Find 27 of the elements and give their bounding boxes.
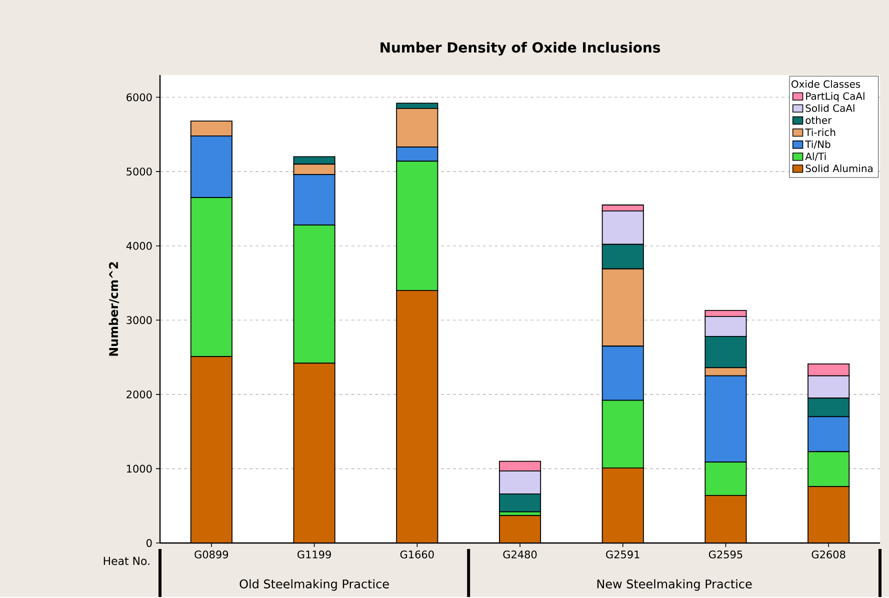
text: Old Steelmaking Practice [240,578,389,591]
y-tick-label: 2000 [126,390,152,398]
legend-label: PartLiq CaAl [806,92,864,102]
x-tick-label: G1660 [400,550,434,558]
y-tick-label: 1000 [127,464,152,472]
x-tick-label: G2608 [812,550,846,558]
text: Heat No. [104,556,150,565]
legend-label: other [806,116,832,124]
x-tick-label: G0899 [194,550,228,558]
legend-label: Al/Ti [805,152,826,161]
chart-title: Number Density of Oxide Inclusions [380,42,660,56]
y-tick-label: 5000 [126,167,152,176]
legend-label: Solid CaAl [806,104,854,112]
text: New Steelmaking Practice [597,578,752,591]
x-tick-label: G2591 [606,550,640,558]
legend-label: Ti/Nb [805,140,830,149]
x-tick-label: G2480 [503,550,537,558]
y-tick-label: 0 [146,538,152,547]
legend-title: Oxide Classes [792,80,860,88]
y-axis-title: Number/cm^2 [108,262,120,356]
y-tick-label: 4000 [126,242,152,250]
y-tick-label: 6000 [126,93,152,101]
x-tick-label: G1199 [298,550,331,558]
legend-label: Ti-rich [805,128,836,136]
y-tick-label: 3000 [126,316,152,324]
legend-label: Solid Alumina [806,164,872,172]
x-tick-label: G2595 [708,550,742,558]
